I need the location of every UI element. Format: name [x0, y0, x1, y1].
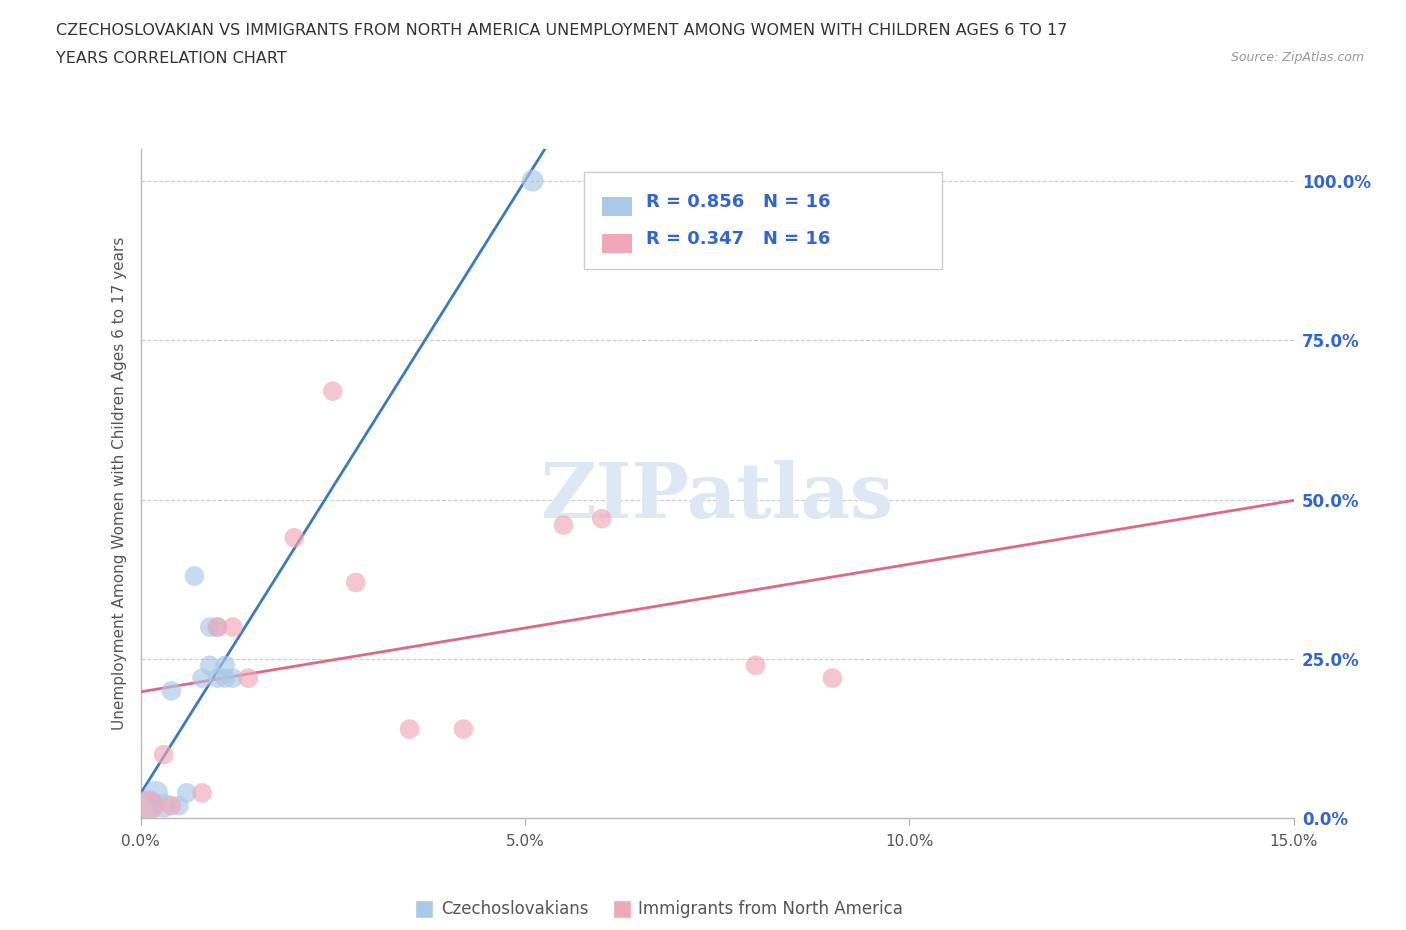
Point — [207, 619, 229, 634]
Point — [522, 173, 544, 188]
Point — [207, 671, 229, 685]
Point — [821, 671, 844, 685]
Point — [553, 518, 575, 533]
Point — [238, 671, 260, 685]
Point — [283, 530, 305, 545]
Legend: Czechoslovakians, Immigrants from North America: Czechoslovakians, Immigrants from North … — [409, 894, 910, 925]
FancyBboxPatch shape — [602, 197, 631, 216]
Text: Source: ZipAtlas.com: Source: ZipAtlas.com — [1230, 51, 1364, 64]
Point — [136, 798, 159, 813]
Text: YEARS CORRELATION CHART: YEARS CORRELATION CHART — [56, 51, 287, 66]
Text: CZECHOSLOVAKIAN VS IMMIGRANTS FROM NORTH AMERICA UNEMPLOYMENT AMONG WOMEN WITH C: CZECHOSLOVAKIAN VS IMMIGRANTS FROM NORTH… — [56, 23, 1067, 38]
Point — [191, 671, 214, 685]
Point — [191, 786, 214, 801]
Point — [744, 658, 766, 672]
Point — [222, 619, 245, 634]
Point — [145, 786, 167, 801]
Text: R = 0.347   N = 16: R = 0.347 N = 16 — [645, 231, 830, 248]
Point — [214, 671, 236, 685]
Point — [198, 619, 221, 634]
Point — [160, 684, 183, 698]
Text: R = 0.856   N = 16: R = 0.856 N = 16 — [645, 193, 830, 211]
Point — [453, 722, 475, 737]
Point — [591, 512, 613, 526]
Point — [214, 658, 236, 672]
Point — [152, 798, 174, 813]
Point — [152, 747, 174, 762]
Point — [222, 671, 245, 685]
Point — [344, 575, 367, 590]
Point — [160, 798, 183, 813]
Point — [198, 658, 221, 672]
Point — [207, 619, 229, 634]
FancyBboxPatch shape — [602, 233, 631, 253]
Point — [398, 722, 420, 737]
FancyBboxPatch shape — [585, 172, 942, 270]
Point — [167, 798, 190, 813]
Point — [176, 786, 198, 801]
Text: ZIPatlas: ZIPatlas — [540, 460, 894, 534]
Point — [136, 798, 159, 813]
Point — [183, 568, 205, 583]
Point — [322, 384, 344, 399]
Y-axis label: Unemployment Among Women with Children Ages 6 to 17 years: Unemployment Among Women with Children A… — [111, 237, 127, 730]
